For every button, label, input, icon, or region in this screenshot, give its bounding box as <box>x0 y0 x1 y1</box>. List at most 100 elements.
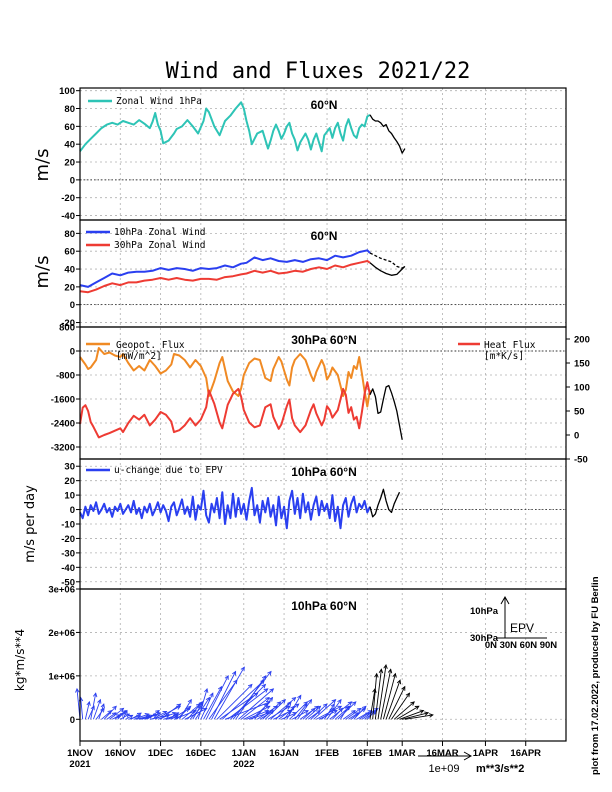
p2-series-10hpa-zonal-wind <box>79 249 371 288</box>
p1-tick-label: 100 <box>59 86 75 97</box>
epv-vector-shaft <box>345 708 362 720</box>
epv-vector-shaft <box>195 697 210 720</box>
epv-forecast-vector <box>393 701 415 720</box>
epv-forecast-vector-shaft <box>385 680 401 720</box>
epv-forecast-vector-shaft <box>402 712 429 720</box>
epv-vector-head <box>316 705 322 711</box>
epv-vector <box>243 705 271 720</box>
epv-vector-shaft <box>356 710 372 720</box>
p1-series-forecast <box>369 114 406 154</box>
epv-vector-head <box>155 710 160 715</box>
epv-vector-head <box>361 705 367 711</box>
epv-vector-shaft <box>114 710 127 720</box>
epv-forecast-vector-head <box>396 679 402 685</box>
epv-vector <box>114 709 127 720</box>
epv-forecast-vector <box>382 672 397 720</box>
epv-forecast-vector-shaft <box>388 686 406 720</box>
epv-vector-shaft <box>359 712 370 720</box>
epv-vector-head <box>351 701 357 706</box>
epv-vector <box>238 688 275 720</box>
epv-vector-head <box>337 698 342 704</box>
axis-layer: -40-20020406080100-20020406080-3200-2400… <box>48 86 590 770</box>
panel4-title: 10hPa 60°N <box>291 465 357 479</box>
epv-vector-head <box>371 709 376 715</box>
epv-vector <box>340 705 350 720</box>
epv-forecast-vector-head <box>378 668 384 674</box>
epv-vector-shaft <box>165 716 179 720</box>
epv-forecast-vector-head <box>392 672 397 678</box>
epv-vector <box>353 705 367 720</box>
epv-vector <box>326 698 342 720</box>
epv-vector-head <box>209 692 214 698</box>
panel3-legend-geopot: Geopot. Flux <box>116 340 185 351</box>
epv-vector-shaft <box>84 701 90 720</box>
epv-vector-shaft <box>90 693 97 720</box>
epv-vector-shaft <box>318 710 338 720</box>
p3-tick-label: -2400 <box>51 419 75 430</box>
epv-vector-head <box>92 692 98 698</box>
epv-vector-head <box>338 707 344 713</box>
epv-forecast-vector <box>377 664 388 720</box>
p5-tick-label: 1e+06 <box>48 671 75 682</box>
epv-vector-shaft <box>130 712 142 720</box>
p3-series-forecast <box>369 384 403 440</box>
epv-forecast-vector-head <box>419 709 425 714</box>
p3-tick-label: -800 <box>56 371 75 382</box>
epv-vector <box>313 699 337 720</box>
epv-vector-head <box>232 670 237 676</box>
epv-vector <box>297 698 313 720</box>
series-layer <box>75 101 434 720</box>
p4-tick-label: 20 <box>64 476 75 487</box>
epv-vector-shaft <box>197 688 208 720</box>
epv-vector-head <box>294 703 300 708</box>
epv-vector-shaft <box>109 708 124 720</box>
epv-vector-shaft <box>270 697 296 720</box>
x-tick-label: 16JAN <box>269 748 299 759</box>
epv-forecast-vector-shaft <box>396 705 420 720</box>
x-tick-year-label: 2022 <box>233 759 254 770</box>
p4-series-u-change-due-to-epv <box>79 486 371 530</box>
scale-units: m**3/s**2 <box>476 763 524 775</box>
epv-vector-head <box>265 697 270 702</box>
epv-vector-shaft <box>205 675 229 720</box>
p1-tick-label: 40 <box>64 140 75 151</box>
x-tick-label: 16DEC <box>186 748 217 759</box>
epv-vector-shaft <box>302 708 316 720</box>
panel2-legend-10hpa: 10hPa Zonal Wind <box>114 227 206 238</box>
epv-forecast-vector-shaft <box>382 673 396 720</box>
epv-vector <box>310 703 328 720</box>
epv-vector-head <box>186 705 192 711</box>
epv-inset-bottom-label: 30hPa <box>470 633 499 644</box>
epv-vector <box>254 696 274 720</box>
epv-vector <box>187 701 204 720</box>
epv-vector-shaft <box>152 711 167 720</box>
epv-vector-head <box>128 714 134 719</box>
epv-vector-shaft <box>262 701 281 720</box>
epv-vector <box>109 707 125 720</box>
epv-vector-head <box>304 710 309 715</box>
epv-vector <box>240 697 270 720</box>
epv-forecast-vector-head <box>414 705 420 710</box>
scale-magnitude: 1e+09 <box>429 763 460 775</box>
scale-arrow-head <box>463 751 473 761</box>
epv-vector-head <box>123 709 128 715</box>
epv-vector <box>262 701 282 720</box>
plot-credit: plot from 17.02.2022, produced by FU Ber… <box>590 576 601 775</box>
x-tick-label: 1MAR <box>389 748 416 759</box>
epv-vector-head <box>291 696 297 702</box>
p5-tick-label: 3e+06 <box>48 585 75 596</box>
epv-forecast-vector <box>402 711 430 720</box>
epv-forecast-vector <box>380 668 393 720</box>
epv-vector-shaft <box>103 705 117 720</box>
p3-series-heat-flux <box>79 381 371 439</box>
panel2-title: 60°N <box>311 229 338 243</box>
x-tick-label: 16MAR <box>426 748 458 759</box>
epv-vector-shaft <box>340 706 349 720</box>
epv-vector-head <box>176 703 182 708</box>
p5-tick-label: 0 <box>70 715 75 726</box>
epv-vector <box>323 703 335 720</box>
epv-vector-shaft <box>203 686 222 720</box>
epv-vector-shaft <box>213 666 245 720</box>
x-tick-label: 1DEC <box>148 748 173 759</box>
p4-tick-label: -20 <box>61 534 75 545</box>
